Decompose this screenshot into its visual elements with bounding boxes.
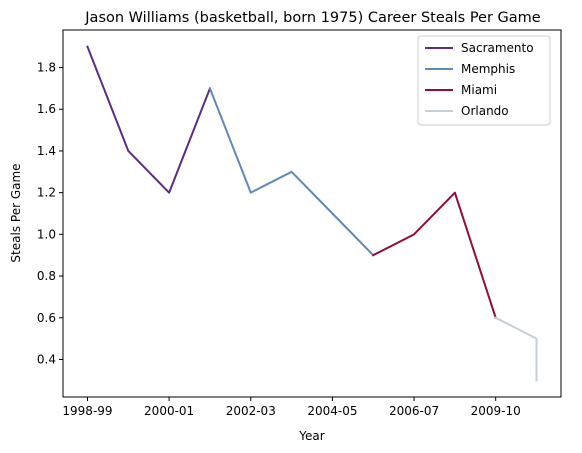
series-line-orlando [494, 316, 538, 382]
y-tick-label: 0.8 [37, 269, 56, 283]
plot-lines [86, 45, 538, 382]
y-tick-label: 1.4 [37, 144, 56, 158]
y-tick-label: 1.2 [37, 186, 56, 200]
x-tick-label: 1998-99 [62, 404, 112, 418]
y-tick-label: 1.6 [37, 102, 56, 116]
y-tick-label: 1.0 [37, 227, 56, 241]
chart-title: Jason Williams (basketball, born 1975) C… [84, 10, 541, 26]
legend-box [417, 35, 551, 126]
legend-label-memphis: Memphis [461, 62, 515, 76]
legend-label-miami: Miami [461, 83, 497, 97]
x-tick-label: 2004-05 [307, 404, 357, 418]
y-axis-label: Steals Per Game [9, 163, 23, 262]
x-tick-label: 2000-01 [144, 404, 194, 418]
y-tick-label: 0.4 [37, 352, 56, 366]
x-tick-label: 2009-10 [471, 404, 521, 418]
series-line-sacramento [86, 45, 212, 194]
series-line-memphis [208, 87, 375, 257]
y-axis: 0.4 0.6 0.8 1.0 1.2 1.4 1.6 1.8 [37, 61, 63, 366]
x-axis: 1998-99 2000-01 2002-03 2004-05 2006-07 2009-… [62, 397, 521, 418]
y-tick-label: 0.6 [37, 311, 56, 325]
x-tick-label: 2002-03 [226, 404, 276, 418]
series-line-miami [371, 191, 497, 320]
x-tick-label: 2006-07 [389, 404, 439, 418]
y-tick-label: 1.8 [37, 61, 56, 75]
plot-frame [62, 29, 562, 398]
x-axis-label: Year [298, 429, 324, 443]
legend-label-sacramento: Sacramento [461, 41, 534, 55]
legend-label-orlando: Orlando [461, 104, 509, 118]
legend: Sacramento Memphis Miami Orlando [417, 35, 551, 126]
